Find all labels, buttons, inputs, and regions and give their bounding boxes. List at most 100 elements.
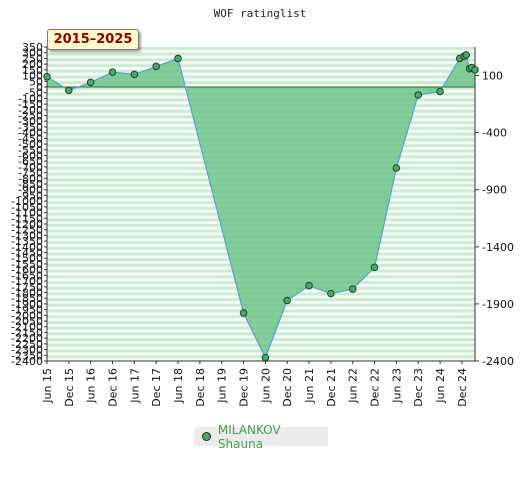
data-point xyxy=(283,296,291,305)
y-tick-label-left: 300 xyxy=(22,47,43,60)
y-tick-label-left: -200 xyxy=(18,104,43,117)
y-tick-label-left: 250 xyxy=(22,52,43,65)
chart-title: WOF ratinglist xyxy=(214,7,307,20)
y-tick-label-left: -1200 xyxy=(11,218,43,231)
y-tick-label-left: -1950 xyxy=(11,304,43,317)
y-tick-label-left: -2400 xyxy=(11,355,43,368)
y-tick-label-left: -850 xyxy=(18,178,43,191)
y-tick-label-right: -400 xyxy=(482,127,507,140)
x-tick-label: Dec 20 xyxy=(281,368,294,407)
data-point xyxy=(108,68,117,76)
grid-stripe xyxy=(47,81,475,85)
data-point xyxy=(392,164,401,172)
x-tick-label: Dec 17 xyxy=(150,368,163,407)
x-tick-label: Dec 19 xyxy=(238,368,251,407)
x-tick-label: Dec 18 xyxy=(194,368,207,407)
y-tick-label-left: -1050 xyxy=(11,201,43,214)
x-tick-label: Jun 24 xyxy=(434,368,447,404)
data-point xyxy=(471,66,479,74)
y-tick-label-left: -1150 xyxy=(11,212,43,225)
y-tick-label-right: -900 xyxy=(482,184,507,197)
data-point xyxy=(261,353,270,362)
data-point xyxy=(86,78,95,87)
y-tick-label-left: -2350 xyxy=(11,349,43,362)
y-tick-label-left: -800 xyxy=(18,172,43,185)
y-tick-label-right: -1900 xyxy=(482,298,514,311)
y-tick-label-left: -550 xyxy=(18,144,43,157)
y-tick-label-left: -500 xyxy=(18,138,43,151)
y-tick-label-left: -1250 xyxy=(11,224,43,237)
y-tick-label-left: -1300 xyxy=(11,229,43,242)
y-tick-label-left: -150 xyxy=(18,98,43,111)
x-tick-label: Jun 18 xyxy=(172,368,185,404)
grid-stripe xyxy=(47,64,475,67)
y-tick-label-left: -300 xyxy=(18,115,43,128)
y-tick-label-left: -900 xyxy=(18,184,43,197)
y-tick-label-left: -1500 xyxy=(11,252,43,265)
grid-stripe xyxy=(47,355,475,359)
y-tick-label-left: -1850 xyxy=(11,292,43,305)
y-tick-label-left: 50 xyxy=(29,75,43,88)
x-tick-label: Jun 15 xyxy=(41,368,54,404)
grid-stripe xyxy=(47,75,475,79)
data-point xyxy=(174,54,182,63)
y-tick-label-left: -1000 xyxy=(11,195,43,208)
y-tick-label-left: -250 xyxy=(18,110,43,123)
period-badge: 2015–2025 xyxy=(47,29,139,50)
y-tick-label-left: -2200 xyxy=(11,332,43,345)
data-point xyxy=(43,72,51,81)
y-tick-label-left: -1650 xyxy=(11,269,43,282)
grid-stripe xyxy=(47,58,475,62)
y-tick-label-left: -1550 xyxy=(11,258,43,271)
y-tick-label-left: -650 xyxy=(18,155,43,168)
x-tick-label: Dec 23 xyxy=(412,368,425,407)
data-point xyxy=(436,87,444,96)
legend-marker xyxy=(202,432,211,441)
y-tick-label-left: -1350 xyxy=(11,235,43,248)
series-area xyxy=(47,54,475,358)
x-tick-label: Dec 15 xyxy=(63,368,76,407)
legend: MILANKOV Shauna xyxy=(194,423,328,451)
y-tick-label-left: -1600 xyxy=(11,264,43,277)
grid-stripe xyxy=(47,52,475,56)
x-tick-label: Dec 24 xyxy=(456,368,469,407)
y-tick-label-left: -450 xyxy=(18,132,43,145)
y-tick-label-left: -1900 xyxy=(11,298,43,311)
y-tick-label-left: -1450 xyxy=(11,247,43,260)
x-tick-label: Jun 22 xyxy=(347,368,360,404)
x-tick-label: Jun 20 xyxy=(259,368,272,404)
data-point xyxy=(130,70,139,79)
grid-stripe xyxy=(47,69,475,73)
y-tick-label-left: -2150 xyxy=(11,326,43,339)
y-tick-label-left: -1100 xyxy=(11,207,43,220)
y-axis-right: 100 -400 -900 -1400 -1900 -2400 xyxy=(474,47,514,368)
y-tick-label-right: -2400 xyxy=(482,355,514,368)
data-point xyxy=(462,51,471,59)
data-point xyxy=(239,309,248,317)
y-tick-label-left: -700 xyxy=(18,161,43,174)
y-tick-label-left: 100 xyxy=(22,70,43,83)
x-axis: Jun 15 Dec 15 Jun 16 Dec 16 Jun 17 Dec 17 Jun … xyxy=(41,360,475,407)
data-point xyxy=(414,91,422,99)
x-tick-label: Dec 16 xyxy=(107,368,120,407)
y-tick-label-left: -1750 xyxy=(11,281,43,294)
y-tick-label-left: -100 xyxy=(18,92,43,105)
x-tick-label: Jun 16 xyxy=(85,368,98,404)
data-points xyxy=(43,51,479,362)
grid-stripe xyxy=(47,349,475,353)
y-tick-label-left: 150 xyxy=(22,64,43,77)
y-tick-label-left: -600 xyxy=(18,149,43,162)
data-point xyxy=(305,281,313,290)
y-tick-label-left: -950 xyxy=(18,189,43,202)
x-tick-label: Dec 22 xyxy=(369,368,382,407)
y-tick-label-left: -2300 xyxy=(11,344,43,357)
y-tick-label-left: -2050 xyxy=(11,315,43,328)
x-tick-label: Jun 19 xyxy=(216,368,229,404)
data-point xyxy=(152,62,160,71)
y-tick-label-right: 100 xyxy=(482,70,503,83)
y-tick-label-left: -400 xyxy=(18,127,43,140)
y-tick-label-left: -350 xyxy=(18,121,43,134)
x-tick-label: Jun 23 xyxy=(390,368,403,404)
x-tick-label: Jun 21 xyxy=(303,368,316,404)
